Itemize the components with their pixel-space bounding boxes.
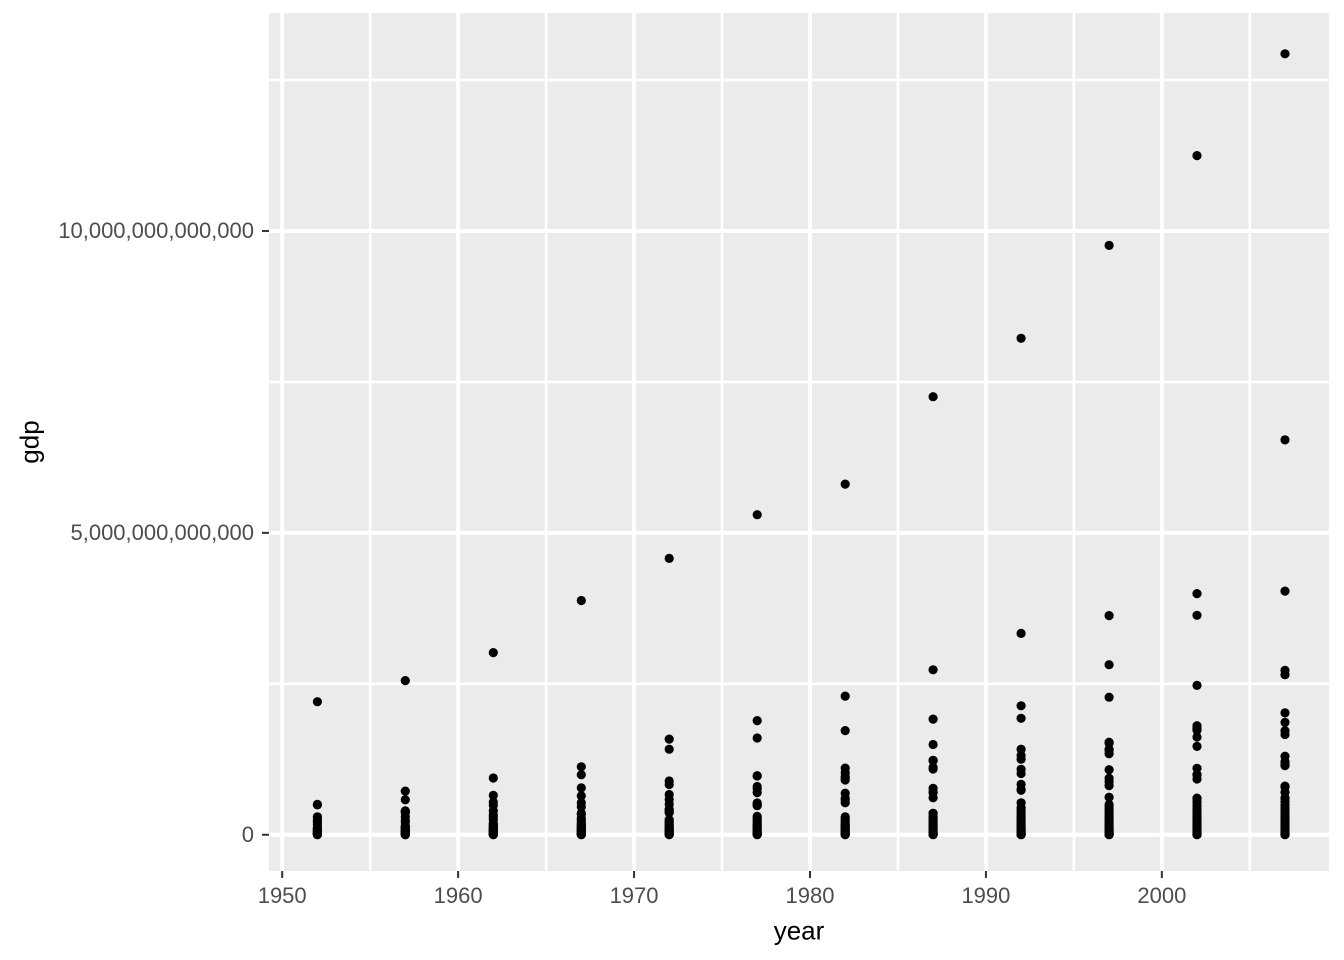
data-point [488, 790, 498, 801]
y-axis-tick-label: 5,000,000,000,000 [70, 519, 254, 545]
data-point [576, 770, 586, 780]
data-point [1280, 586, 1290, 596]
data-point [1192, 680, 1202, 691]
data-point [1280, 761, 1290, 771]
data-point [312, 830, 322, 840]
data-point [928, 830, 938, 840]
data-point [400, 795, 410, 805]
x-axis-tick-label: 1950 [257, 883, 307, 908]
data-point [928, 665, 938, 675]
data-point [664, 734, 674, 744]
data-point [1016, 768, 1026, 779]
y-axis-tick-label: 0 [241, 821, 254, 847]
data-point [576, 791, 586, 801]
data-point [664, 779, 674, 790]
data-point [840, 479, 850, 489]
data-point [928, 392, 938, 402]
data-point [1104, 792, 1114, 802]
data-point [928, 739, 938, 750]
data-point [1192, 725, 1202, 735]
data-point [576, 783, 586, 793]
data-point [488, 648, 498, 658]
data-point [1104, 830, 1114, 840]
data-point [400, 676, 410, 686]
data-point [840, 775, 850, 785]
data-point [1280, 830, 1290, 840]
data-point [312, 697, 322, 707]
x-axis-tick-label: 1980 [785, 883, 835, 908]
data-point [1016, 628, 1026, 639]
data-point [840, 830, 850, 840]
y-axis-tick-label: 10,000,000,000,000 [58, 217, 254, 243]
data-point [752, 733, 762, 743]
data-point [1192, 774, 1202, 784]
data-point [664, 744, 674, 754]
data-point [664, 553, 674, 564]
data-point [1016, 785, 1026, 795]
data-point [400, 830, 410, 840]
x-axis-tick-label: 1990 [961, 883, 1011, 908]
data-point [928, 793, 938, 803]
data-point [840, 726, 850, 736]
data-point [1104, 611, 1114, 621]
data-point [1280, 717, 1290, 728]
data-point [1104, 240, 1114, 250]
data-point [1280, 49, 1290, 59]
x-axis-tick-label: 2000 [1137, 883, 1187, 908]
data-point [1016, 701, 1026, 711]
data-point [1016, 333, 1026, 343]
data-point [488, 773, 498, 783]
data-point [1104, 749, 1114, 759]
data-point [752, 830, 762, 840]
data-point [752, 801, 762, 811]
data-point [1192, 151, 1202, 161]
data-point [576, 762, 586, 772]
data-point [928, 764, 938, 774]
data-point [1192, 741, 1202, 752]
data-point [1280, 729, 1290, 740]
data-point [1104, 765, 1114, 775]
data-point [1104, 692, 1114, 702]
data-point [752, 510, 762, 520]
data-point [1104, 781, 1114, 791]
data-point [312, 800, 322, 810]
x-axis-title: year [773, 915, 825, 946]
data-point [1280, 670, 1290, 680]
panel-background [269, 13, 1329, 871]
data-point [400, 786, 410, 796]
x-axis-tick-label: 1960 [433, 883, 483, 908]
data-point [664, 808, 674, 818]
data-point [576, 802, 586, 812]
data-point [752, 716, 762, 726]
data-point [1280, 708, 1290, 718]
data-point [1016, 754, 1026, 764]
data-point [1104, 660, 1114, 670]
data-point [752, 771, 762, 781]
y-axis-title: gdp [14, 420, 45, 464]
data-point [1192, 763, 1202, 773]
data-point [928, 714, 938, 724]
data-point [1192, 732, 1202, 742]
data-point [1192, 589, 1202, 599]
data-point [840, 691, 850, 701]
data-point [840, 798, 850, 808]
x-axis-tick-label: 1970 [609, 883, 659, 908]
data-point [752, 788, 762, 798]
data-point [664, 830, 674, 840]
data-point [1280, 435, 1290, 445]
data-point [1016, 713, 1026, 723]
data-point [576, 595, 586, 606]
data-point [1192, 830, 1202, 840]
data-point [1016, 830, 1026, 840]
data-point [928, 756, 938, 766]
data-point [576, 830, 586, 840]
data-point [488, 830, 498, 840]
data-point [1192, 610, 1202, 620]
